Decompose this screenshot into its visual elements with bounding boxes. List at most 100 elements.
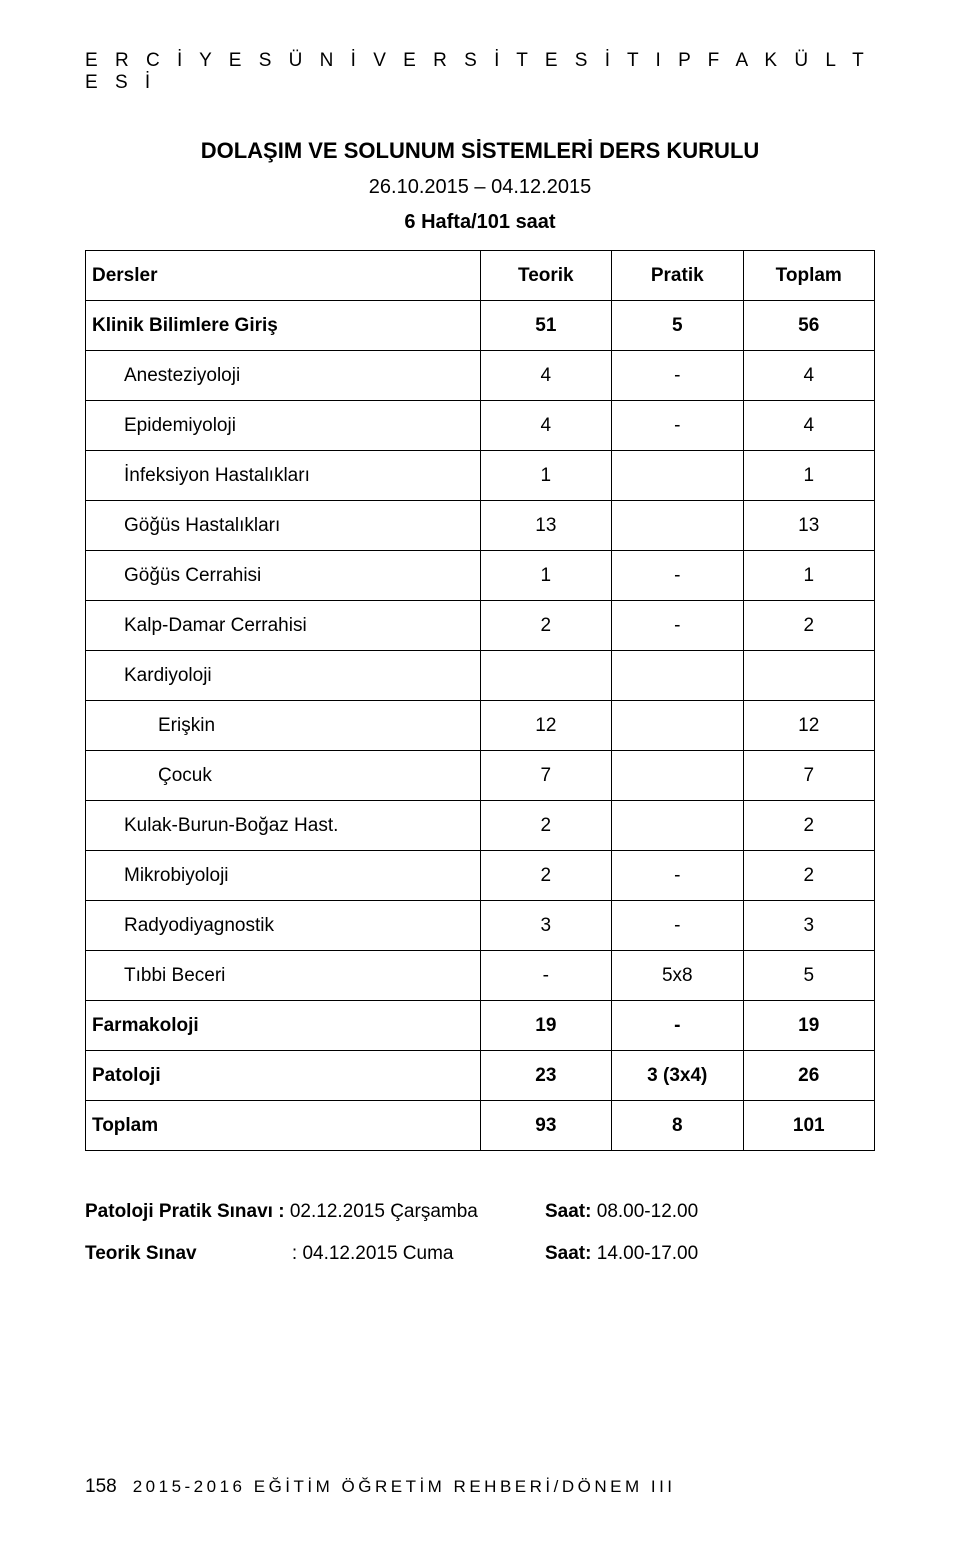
table-row: Erişkin 12 12 [86, 701, 875, 751]
cell-pratik: 8 [612, 1101, 743, 1151]
cell-name: Kalp-Damar Cerrahisi [86, 601, 481, 651]
table-row: Farmakoloji 19 - 19 [86, 1001, 875, 1051]
cell-toplam: 19 [743, 1001, 875, 1051]
cell-toplam: 26 [743, 1051, 875, 1101]
cell-name: Çocuk [86, 751, 481, 801]
cell-name: Göğüs Hastalıkları [86, 501, 481, 551]
cell-teorik: 23 [480, 1051, 611, 1101]
course-title: DOLAŞIM VE SOLUNUM SİSTEMLERİ DERS KURUL… [85, 138, 875, 164]
cell-pratik: - [612, 401, 743, 451]
cell-pratik [612, 801, 743, 851]
cell-teorik: 13 [480, 501, 611, 551]
cell-toplam: 4 [743, 351, 875, 401]
table-row: Klinik Bilimlere Giriş 51 5 56 [86, 301, 875, 351]
col-pratik: Pratik [612, 251, 743, 301]
cell-name: Tıbbi Beceri [86, 951, 481, 1001]
cell-name: Klinik Bilimlere Giriş [86, 301, 481, 351]
cell-teorik: 4 [480, 401, 611, 451]
cell-pratik: 5x8 [612, 951, 743, 1001]
cell-name: Toplam [86, 1101, 481, 1151]
date-range: 26.10.2015 – 04.12.2015 [85, 176, 875, 199]
cell-pratik: 5 [612, 301, 743, 351]
cell-pratik: - [612, 551, 743, 601]
exam-info: Patoloji Pratik Sınavı : 02.12.2015 Çarş… [85, 1191, 875, 1275]
cell-teorik: 1 [480, 551, 611, 601]
cell-teorik: 1 [480, 451, 611, 501]
cell-toplam: 1 [743, 551, 875, 601]
cell-teorik: - [480, 951, 611, 1001]
cell-teorik: 51 [480, 301, 611, 351]
cell-toplam: 2 [743, 601, 875, 651]
table-row: Patoloji 23 3 (3x4) 26 [86, 1051, 875, 1101]
table-row: Mikrobiyoloji 2 - 2 [86, 851, 875, 901]
cell-name: Farmakoloji [86, 1001, 481, 1051]
cell-teorik: 19 [480, 1001, 611, 1051]
cell-teorik [480, 651, 611, 701]
cell-pratik: - [612, 851, 743, 901]
cell-toplam: 5 [743, 951, 875, 1001]
cell-toplam: 3 [743, 901, 875, 951]
cell-pratik: - [612, 1001, 743, 1051]
cell-toplam: 12 [743, 701, 875, 751]
table-row: Kardiyoloji [86, 651, 875, 701]
cell-pratik: - [612, 601, 743, 651]
cell-toplam: 1 [743, 451, 875, 501]
patoloji-time: 08.00-12.00 [591, 1201, 698, 1222]
patoloji-label: Patoloji Pratik Sınavı : [85, 1201, 285, 1222]
table-row-total: Toplam 93 8 101 [86, 1101, 875, 1151]
table-row: Radyodiyagnostik 3 - 3 [86, 901, 875, 951]
cell-teorik: 12 [480, 701, 611, 751]
duration: 6 Hafta/101 saat [85, 211, 875, 234]
table-row: Çocuk 7 7 [86, 751, 875, 801]
cell-name: Kulak-Burun-Boğaz Hast. [86, 801, 481, 851]
table-row: Kalp-Damar Cerrahisi 2 - 2 [86, 601, 875, 651]
col-toplam: Toplam [743, 251, 875, 301]
cell-teorik: 4 [480, 351, 611, 401]
table-row: Göğüs Hastalıkları 13 13 [86, 501, 875, 551]
cell-name: Epidemiyoloji [86, 401, 481, 451]
col-dersler: Dersler [86, 251, 481, 301]
teorik-label: Teorik Sınav [85, 1243, 197, 1264]
cell-name: Patoloji [86, 1051, 481, 1101]
table-row: İnfeksiyon Hastalıkları 1 1 [86, 451, 875, 501]
cell-pratik: - [612, 351, 743, 401]
cell-toplam: 56 [743, 301, 875, 351]
cell-name: Radyodiyagnostik [86, 901, 481, 951]
exam-row-patoloji: Patoloji Pratik Sınavı : 02.12.2015 Çarş… [85, 1191, 875, 1233]
cell-pratik [612, 701, 743, 751]
cell-pratik: - [612, 901, 743, 951]
table-row: Göğüs Cerrahisi 1 - 1 [86, 551, 875, 601]
cell-pratik [612, 451, 743, 501]
cell-teorik: 2 [480, 851, 611, 901]
table-header-row: Dersler Teorik Pratik Toplam [86, 251, 875, 301]
exam-row-teorik: Teorik Sınav : 04.12.2015 Cuma Saat: 14.… [85, 1233, 875, 1275]
cell-teorik: 2 [480, 801, 611, 851]
cell-toplam: 2 [743, 801, 875, 851]
cell-name: Kardiyoloji [86, 651, 481, 701]
cell-teorik: 7 [480, 751, 611, 801]
cell-teorik: 2 [480, 601, 611, 651]
cell-pratik: 3 (3x4) [612, 1051, 743, 1101]
cell-teorik: 3 [480, 901, 611, 951]
cell-name: İnfeksiyon Hastalıkları [86, 451, 481, 501]
patoloji-date: 02.12.2015 Çarşamba [285, 1201, 478, 1222]
cell-name: Anesteziyoloji [86, 351, 481, 401]
saat-label: Saat: [545, 1201, 591, 1222]
cell-name: Göğüs Cerrahisi [86, 551, 481, 601]
university-header: E R C İ Y E S Ü N İ V E R S İ T E S İ T … [85, 50, 875, 94]
cell-name: Mikrobiyoloji [86, 851, 481, 901]
col-teorik: Teorik [480, 251, 611, 301]
cell-pratik [612, 651, 743, 701]
saat-label: Saat: [545, 1243, 591, 1264]
cell-toplam: 7 [743, 751, 875, 801]
cell-pratik [612, 501, 743, 551]
cell-toplam [743, 651, 875, 701]
cell-pratik [612, 751, 743, 801]
title-block: DOLAŞIM VE SOLUNUM SİSTEMLERİ DERS KURUL… [85, 138, 875, 234]
cell-toplam: 4 [743, 401, 875, 451]
teorik-date: 04.12.2015 Cuma [302, 1243, 453, 1264]
table-row: Kulak-Burun-Boğaz Hast. 2 2 [86, 801, 875, 851]
cell-toplam: 2 [743, 851, 875, 901]
page-number: 158 [85, 1476, 117, 1498]
teorik-sep: : [287, 1243, 303, 1264]
